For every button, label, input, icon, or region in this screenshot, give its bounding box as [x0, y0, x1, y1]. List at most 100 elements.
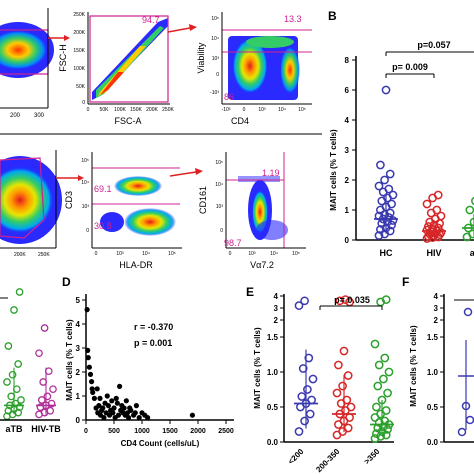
tick: 300	[34, 113, 45, 119]
y-tick-label: 2	[434, 316, 439, 325]
gate-percent: 30.8	[94, 221, 112, 231]
tick: 10⁵	[292, 251, 300, 257]
data-point	[381, 295, 391, 304]
tick: 100K	[114, 107, 126, 113]
data-point	[114, 400, 120, 406]
x-tick-label: 1000	[134, 428, 150, 435]
data-point	[342, 395, 352, 405]
axis-label: FSC-H	[58, 44, 68, 72]
data-point	[468, 229, 474, 239]
data-point	[305, 409, 315, 419]
data-point	[422, 199, 432, 209]
tick: 10³	[258, 107, 266, 113]
data-point	[374, 231, 384, 240]
data-point	[11, 399, 20, 408]
tick: 10⁴	[211, 36, 219, 42]
data-point	[35, 349, 43, 358]
axis-label: HLA-DR	[119, 260, 153, 270]
data-point	[84, 307, 90, 313]
data-point	[294, 301, 304, 310]
data-point	[380, 353, 390, 363]
data-point	[47, 399, 56, 408]
tick: 0	[82, 100, 85, 106]
gate-percent: 86	[224, 92, 234, 102]
data-point	[381, 85, 391, 95]
axis-label: Viability	[196, 42, 206, 73]
x-tick-label: 2000	[190, 428, 206, 435]
data-point	[465, 415, 474, 425]
category-label: HC	[380, 248, 393, 258]
data-point	[136, 415, 142, 421]
tick: 250K	[73, 12, 85, 18]
gate-percent: 98.7	[224, 238, 242, 248]
y-tick-label: 2	[76, 368, 81, 377]
tick: 10⁴	[215, 182, 223, 188]
data-point	[294, 427, 304, 436]
tick: 10⁴	[278, 107, 286, 113]
data-point	[17, 396, 25, 404]
gate-percent: 94.7	[142, 15, 160, 25]
data-point	[8, 370, 17, 379]
data-point	[40, 324, 49, 332]
tick: 0	[86, 228, 89, 234]
data-point	[338, 381, 347, 391]
axis-label: CD3	[64, 191, 74, 209]
data-point	[381, 406, 391, 415]
data-point	[374, 360, 384, 370]
tick: 0	[220, 228, 223, 234]
tick: 200K	[146, 107, 158, 113]
tick: 0	[229, 251, 232, 257]
data-point	[37, 396, 46, 404]
data-points	[294, 295, 394, 443]
data-point	[4, 342, 13, 350]
y-tick-label: 3	[434, 304, 439, 313]
data-point	[90, 389, 96, 395]
y-tick-label: 4	[345, 116, 350, 125]
data-point	[89, 379, 95, 385]
data-point	[111, 405, 117, 411]
x-tick-label: 0	[84, 428, 88, 435]
flow-plot-fsc: 94.7 250K 200K 150K 100K 50K 0 0 50K 100…	[58, 12, 197, 126]
tick: 200	[10, 113, 21, 119]
data-point	[376, 225, 385, 234]
data-point	[334, 360, 343, 370]
data-point	[189, 412, 195, 418]
tick: 50K	[100, 107, 110, 113]
data-point	[113, 395, 119, 401]
arrow-head	[195, 168, 203, 175]
data-point	[87, 371, 94, 377]
y-tick-label: 0.0	[427, 438, 439, 447]
data-point	[10, 306, 18, 314]
data-point	[96, 403, 102, 409]
tick: 10⁴	[270, 251, 278, 257]
y-tick-label: 1	[76, 392, 81, 401]
axis-label: FSC-A	[115, 116, 142, 126]
panel-letter: F	[402, 275, 409, 289]
data-point	[343, 423, 353, 433]
flow-plot-va: 1.19 98.7 10⁵ 10⁴ 10³ 0 0 10³ 10⁴ 10⁵ CD…	[198, 152, 306, 270]
data-point	[304, 353, 314, 363]
x-tick-label: 1500	[162, 428, 178, 435]
data-points	[374, 85, 474, 243]
tick: 0	[87, 107, 90, 113]
data-point	[388, 190, 398, 200]
data-point	[370, 434, 380, 443]
data-point	[100, 405, 106, 411]
data-points	[84, 307, 195, 421]
data-point	[300, 296, 309, 306]
tick: 0	[216, 72, 219, 78]
tick: 10³	[216, 204, 224, 210]
data-point	[128, 407, 134, 413]
data-point	[14, 360, 23, 368]
category-label: <200	[286, 447, 305, 466]
gate-arrow	[167, 27, 191, 33]
data-point	[12, 385, 21, 394]
data-point	[7, 392, 16, 401]
tick: -10³	[210, 90, 219, 96]
axis-label: CD161	[198, 186, 208, 214]
data-point	[424, 222, 433, 231]
flow-plot-hla: 69.1 30.8 10⁵ 10⁴ 10³ 0 0 10³ 10⁴ 10⁵ CD…	[64, 152, 203, 270]
tick: 10⁵	[81, 158, 89, 164]
data-point	[341, 295, 350, 304]
